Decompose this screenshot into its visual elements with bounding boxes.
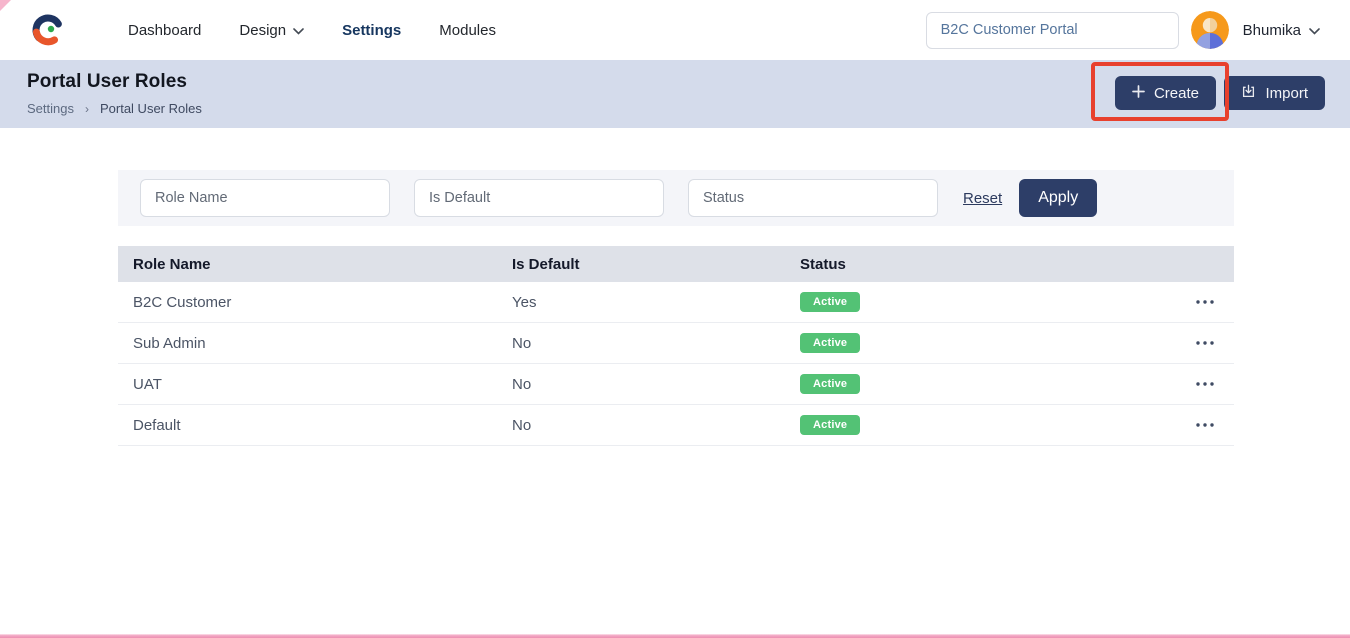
is-default-cell: Yes <box>512 293 537 311</box>
is-default-cell: No <box>512 416 532 434</box>
role-name-cell: Default <box>133 416 181 434</box>
pink-corner-artifact <box>0 0 11 11</box>
reset-filters-link[interactable]: Reset <box>963 189 1003 207</box>
import-button[interactable]: Import <box>1224 76 1325 110</box>
table-row: Default No Active <box>118 405 1234 446</box>
chevron-down-icon <box>293 22 304 39</box>
c-logo-icon <box>32 14 62 46</box>
ellipsis-icon <box>1196 382 1214 386</box>
role-name-filter-input[interactable] <box>140 179 390 217</box>
nav-modules-label: Modules <box>439 21 496 39</box>
user-avatar[interactable] <box>1190 11 1229 49</box>
nav-dashboard-label: Dashboard <box>128 21 202 39</box>
pink-bottom-edge <box>0 634 1350 638</box>
ellipsis-icon <box>1196 300 1214 304</box>
column-header-is-default: Is Default <box>512 255 580 273</box>
avatar-icon <box>1190 11 1229 49</box>
row-actions-button[interactable] <box>1190 413 1220 437</box>
table-row: Sub Admin No Active <box>118 323 1234 364</box>
import-button-label: Import <box>1265 84 1308 102</box>
create-button-label: Create <box>1153 84 1199 102</box>
chevron-right-icon: › <box>84 101 89 116</box>
row-actions-button[interactable] <box>1190 372 1220 396</box>
table-row: UAT No Active <box>118 364 1234 405</box>
column-header-status: Status <box>800 255 846 273</box>
plus-icon <box>1132 84 1145 102</box>
apply-filters-button[interactable]: Apply <box>1019 179 1098 217</box>
status-filter-input[interactable] <box>688 179 938 217</box>
is-default-cell: No <box>512 334 532 352</box>
topbar-right-group: B2C Customer Portal Bhumika <box>925 11 1320 49</box>
main-content: Reset Apply Role Name Is Default Status … <box>118 170 1234 446</box>
ellipsis-icon <box>1196 423 1214 427</box>
status-cell: Active <box>800 374 1176 394</box>
status-cell: Active <box>800 333 1176 353</box>
breadcrumb-settings-link[interactable]: Settings <box>27 101 74 116</box>
nav-item-dashboard[interactable]: Dashboard <box>128 22 201 39</box>
status-cell: Active <box>800 292 1176 312</box>
actions-cell <box>1176 331 1234 355</box>
role-name-cell: B2C Customer <box>133 293 232 311</box>
actions-cell <box>1176 372 1234 396</box>
role-name-cell: UAT <box>133 375 162 393</box>
company-logo-icon[interactable] <box>30 11 66 49</box>
page-header-left: Portal User Roles Settings › Portal User… <box>27 71 202 116</box>
actions-cell <box>1176 413 1234 437</box>
nav-item-modules[interactable]: Modules <box>439 22 496 39</box>
portal-selector[interactable]: B2C Customer Portal <box>925 11 1179 49</box>
chevron-down-icon <box>1309 22 1320 39</box>
user-name: Bhumika <box>1242 21 1301 39</box>
nav-item-design[interactable]: Design <box>239 22 304 39</box>
table-header-row: Role Name Is Default Status <box>118 246 1234 282</box>
nav-settings-label: Settings <box>342 21 402 39</box>
nav-design-label: Design <box>239 21 287 39</box>
breadcrumb: Settings › Portal User Roles <box>27 101 202 116</box>
page-title: Portal User Roles <box>27 71 188 92</box>
status-badge: Active <box>800 292 861 312</box>
row-actions-button[interactable] <box>1190 331 1220 355</box>
nav-item-settings[interactable]: Settings <box>342 22 401 39</box>
filter-bar: Reset Apply <box>118 170 1234 226</box>
role-name-cell: Sub Admin <box>133 334 206 352</box>
portal-selector-value: B2C Customer Portal <box>940 22 1078 38</box>
is-default-filter-input[interactable] <box>414 179 664 217</box>
main-nav: Dashboard Design Settings Modules <box>128 22 496 39</box>
table-row: B2C Customer Yes Active <box>118 282 1234 323</box>
top-navigation-bar: Dashboard Design Settings Modules B2C Cu… <box>0 0 1350 60</box>
status-cell: Active <box>800 415 1176 435</box>
create-button[interactable]: Create <box>1114 76 1216 110</box>
user-menu[interactable]: Bhumika <box>1243 22 1320 39</box>
page-header-band: Portal User Roles Settings › Portal User… <box>0 60 1350 128</box>
status-badge: Active <box>800 333 861 353</box>
ellipsis-icon <box>1196 341 1214 345</box>
is-default-cell: No <box>512 375 532 393</box>
roles-table: Role Name Is Default Status B2C Customer… <box>118 246 1234 446</box>
actions-cell <box>1176 290 1234 314</box>
row-actions-button[interactable] <box>1190 290 1220 314</box>
column-header-role-name: Role Name <box>133 255 211 273</box>
breadcrumb-current: Portal User Roles <box>99 101 202 116</box>
status-badge: Active <box>800 374 861 394</box>
status-badge: Active <box>800 415 861 435</box>
box-arrow-in-down-icon <box>1241 84 1256 103</box>
